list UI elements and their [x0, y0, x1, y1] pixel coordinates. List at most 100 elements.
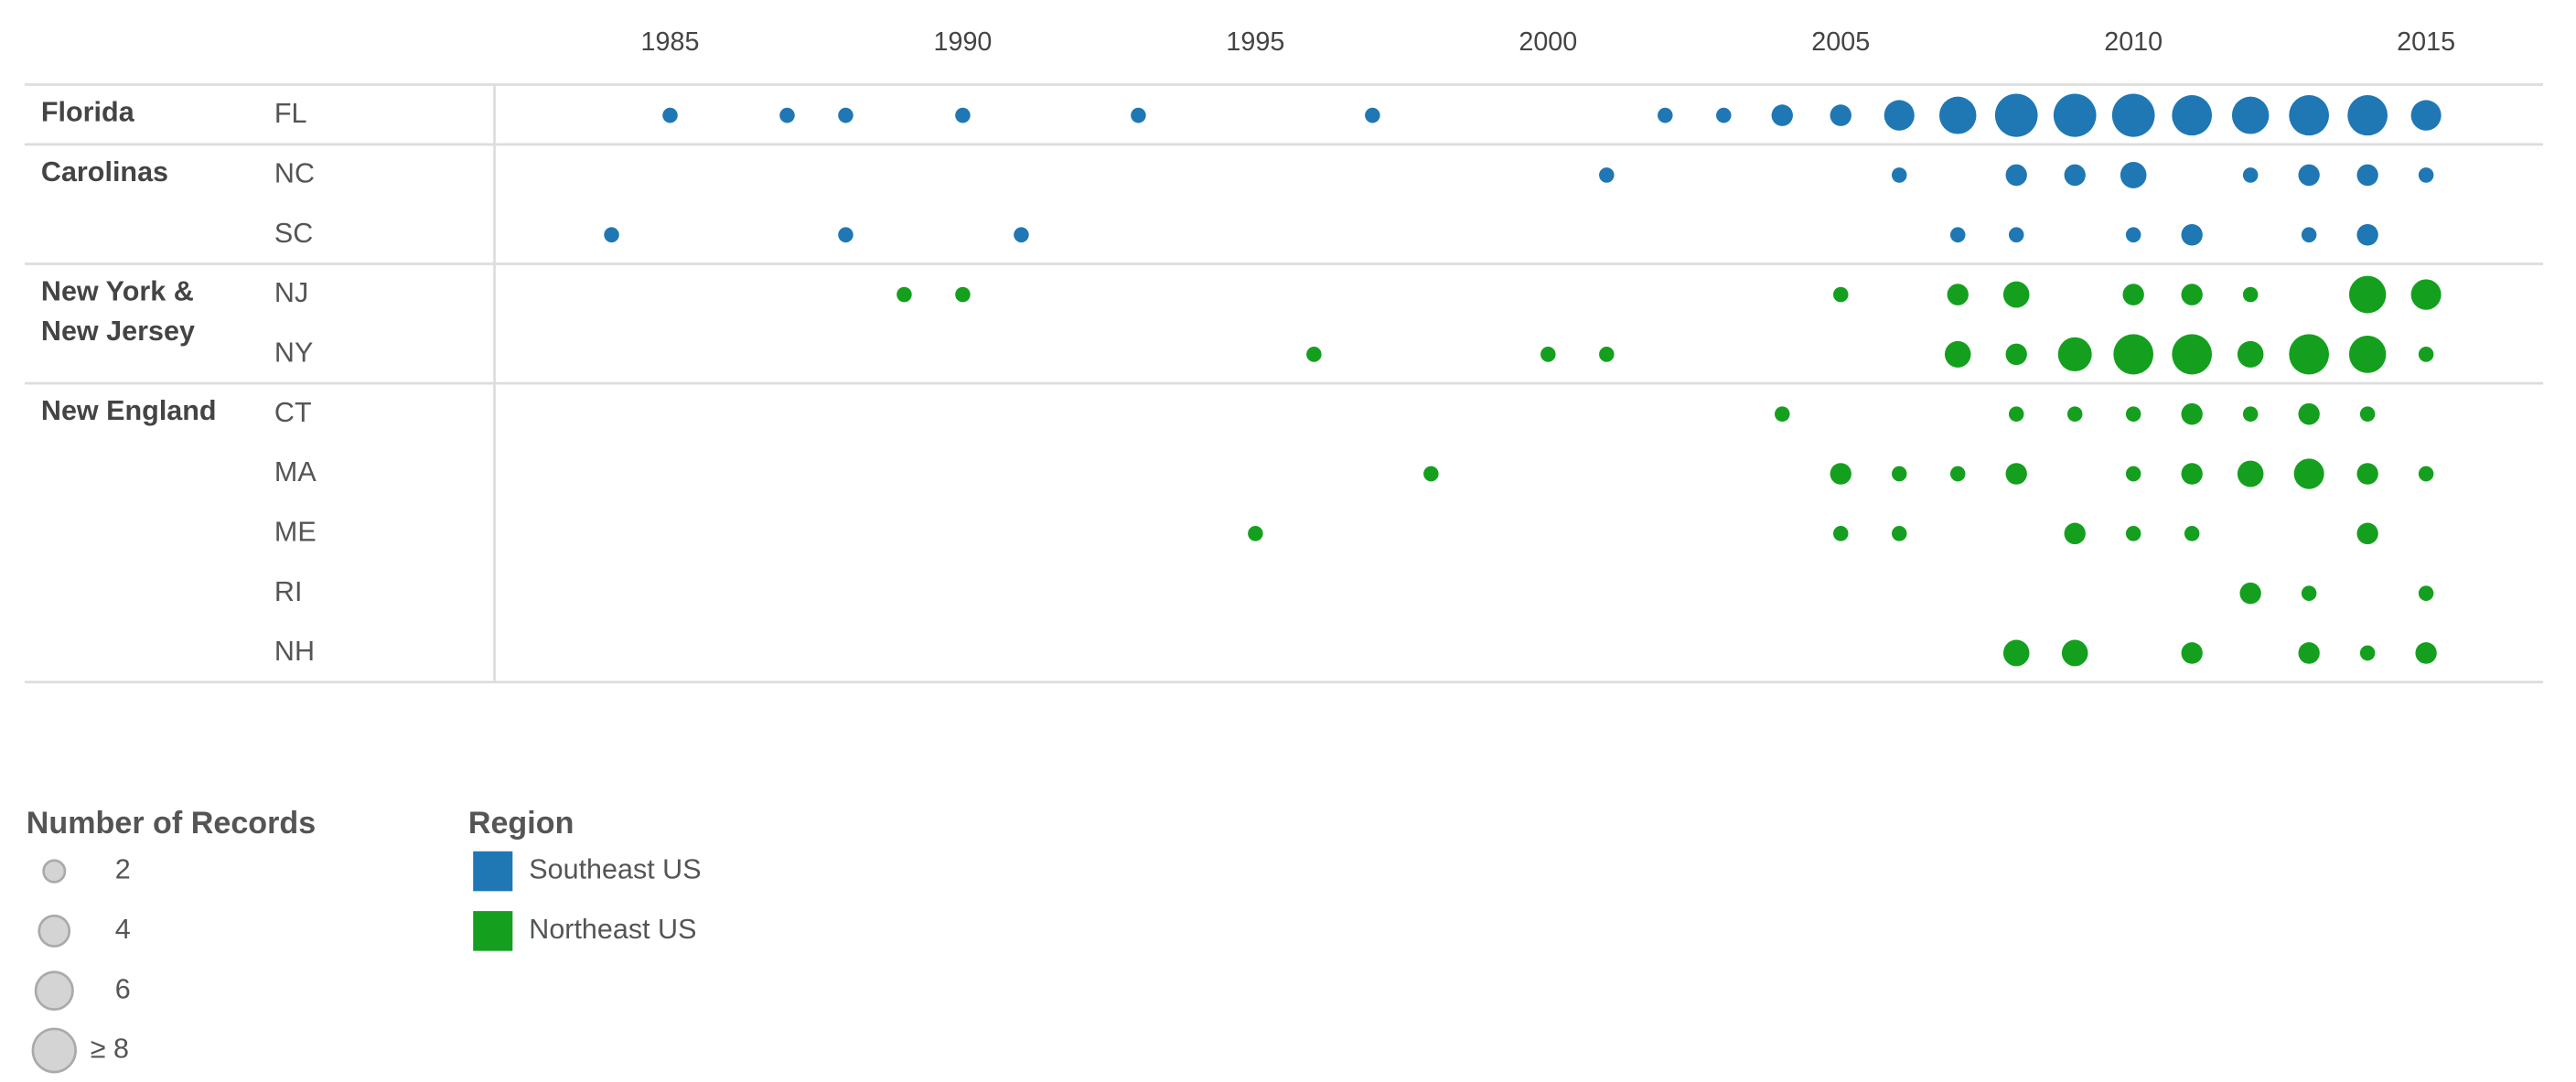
size-legend-label: ≥ 8 — [91, 1033, 129, 1065]
dot — [1365, 107, 1380, 123]
dot — [2298, 164, 2320, 187]
size-legend-label: 4 — [115, 913, 131, 945]
dot — [1830, 463, 1852, 485]
dot — [1248, 525, 1263, 541]
dot — [2111, 93, 2155, 137]
size-legend-label: 6 — [115, 972, 131, 1004]
dot — [2008, 227, 2024, 243]
dot — [1947, 284, 1969, 305]
x-tick-label: 1995 — [1226, 27, 1284, 57]
dot — [1771, 104, 1793, 126]
state-label: ME — [274, 515, 317, 547]
dot — [2293, 458, 2324, 489]
dot — [2418, 347, 2434, 362]
state-label: NJ — [274, 276, 308, 308]
dot — [2237, 460, 2264, 487]
dot — [2242, 286, 2259, 303]
dot — [2057, 337, 2092, 372]
dot — [2410, 279, 2442, 310]
state-label: MA — [274, 455, 317, 487]
dot — [2418, 466, 2434, 482]
dot — [1658, 107, 1673, 123]
dot — [2347, 95, 2388, 136]
dot — [2002, 639, 2030, 667]
dot — [2181, 402, 2203, 425]
color-swatch — [473, 911, 513, 951]
dot — [2356, 522, 2378, 545]
dot — [2008, 406, 2024, 423]
color-legend-title: Region — [468, 806, 574, 841]
dot — [2005, 164, 2027, 187]
dot — [896, 286, 912, 303]
state-label: NY — [274, 336, 313, 368]
color-swatch — [473, 851, 513, 892]
dot — [1832, 286, 1849, 303]
state-label: SC — [274, 217, 313, 249]
dot — [779, 107, 795, 123]
color-legend-label: Southeast US — [529, 853, 701, 885]
dot — [1994, 93, 2038, 137]
dot — [2418, 167, 2434, 183]
size-legend-label: 2 — [115, 853, 131, 885]
dot — [2064, 164, 2086, 187]
dot — [2005, 343, 2027, 366]
dot — [2172, 334, 2213, 375]
dot — [2181, 284, 2203, 305]
dot — [1884, 100, 1915, 131]
dot — [2348, 275, 2387, 314]
dot — [838, 227, 853, 243]
dot — [1131, 107, 1146, 123]
dot — [2181, 642, 2203, 664]
size-legend-circle — [42, 859, 67, 884]
dot — [1949, 227, 1966, 243]
dot — [2064, 522, 2086, 545]
color-legend-label: Northeast US — [529, 913, 696, 945]
dot — [2415, 642, 2437, 664]
dot — [2125, 406, 2141, 423]
dot — [2125, 525, 2141, 541]
dot — [1830, 104, 1852, 126]
dot — [2172, 95, 2213, 136]
dot — [1599, 347, 1615, 362]
dot — [2359, 645, 2376, 661]
dot — [1832, 525, 1849, 541]
dot — [2066, 406, 2083, 423]
dot — [2002, 281, 2030, 308]
dot — [2242, 167, 2259, 183]
dot — [1891, 525, 1907, 541]
size-legend-circle — [34, 970, 74, 1011]
dot — [662, 107, 678, 123]
dot — [2181, 223, 2203, 246]
state-label: CT — [274, 396, 312, 428]
dot — [955, 286, 971, 303]
size-legend-circle — [38, 914, 71, 948]
dot — [604, 227, 619, 243]
dot — [2242, 406, 2259, 423]
group-label: Florida — [40, 96, 134, 128]
group-label: New England — [40, 394, 217, 427]
dot — [2348, 335, 2387, 373]
x-tick-label: 2005 — [1811, 27, 1870, 57]
size-legend-circle — [31, 1027, 77, 1074]
dot — [1716, 107, 1732, 123]
x-tick-label: 2000 — [1519, 27, 1577, 57]
dot — [2122, 284, 2144, 305]
dot — [838, 107, 853, 123]
state-label: FL — [274, 97, 307, 129]
dot — [2231, 96, 2270, 134]
x-tick-label: 2010 — [2104, 27, 2163, 57]
size-legend-title: Number of Records — [27, 806, 316, 841]
dot — [2061, 639, 2088, 667]
dot — [2125, 227, 2141, 243]
group-label-box: New York & New Jersey — [41, 275, 195, 347]
dot — [2356, 164, 2378, 187]
dot — [1949, 466, 1966, 482]
dot — [1891, 167, 1907, 183]
dot — [1939, 96, 1977, 134]
state-label: NH — [274, 635, 315, 667]
x-tick-label: 1990 — [933, 27, 992, 57]
dot — [2301, 585, 2317, 601]
dot — [1423, 466, 1439, 482]
